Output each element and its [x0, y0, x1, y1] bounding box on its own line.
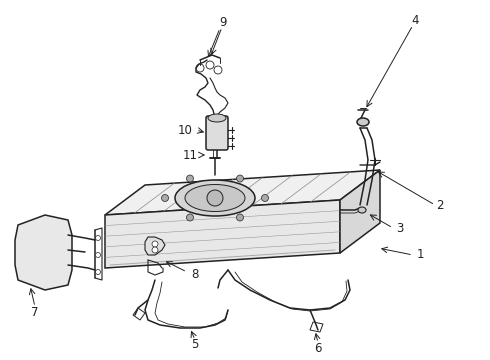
Text: 9: 9 [219, 15, 227, 28]
Text: 4: 4 [411, 14, 419, 27]
Ellipse shape [358, 207, 366, 213]
Circle shape [237, 175, 244, 182]
Text: 1: 1 [416, 248, 424, 261]
Text: 11: 11 [182, 149, 197, 162]
Text: 8: 8 [191, 269, 198, 282]
Circle shape [237, 214, 244, 221]
Circle shape [187, 214, 194, 221]
Polygon shape [105, 170, 380, 215]
Text: 7: 7 [31, 306, 39, 319]
Text: 6: 6 [314, 342, 322, 355]
Circle shape [187, 175, 194, 182]
Circle shape [96, 270, 100, 274]
Text: 10: 10 [177, 123, 193, 136]
Circle shape [262, 194, 269, 202]
Ellipse shape [185, 185, 245, 212]
Ellipse shape [357, 118, 369, 126]
Polygon shape [15, 215, 72, 290]
Circle shape [152, 247, 158, 253]
Ellipse shape [208, 114, 226, 122]
Circle shape [96, 235, 100, 240]
Circle shape [207, 190, 223, 206]
Text: 2: 2 [436, 198, 444, 212]
Circle shape [96, 252, 100, 257]
Text: 3: 3 [396, 221, 404, 234]
Polygon shape [145, 237, 165, 255]
Circle shape [152, 241, 158, 247]
Circle shape [162, 194, 169, 202]
Polygon shape [340, 170, 380, 253]
Polygon shape [105, 200, 340, 268]
Text: 5: 5 [191, 338, 198, 351]
Ellipse shape [175, 180, 255, 216]
FancyBboxPatch shape [206, 116, 228, 150]
